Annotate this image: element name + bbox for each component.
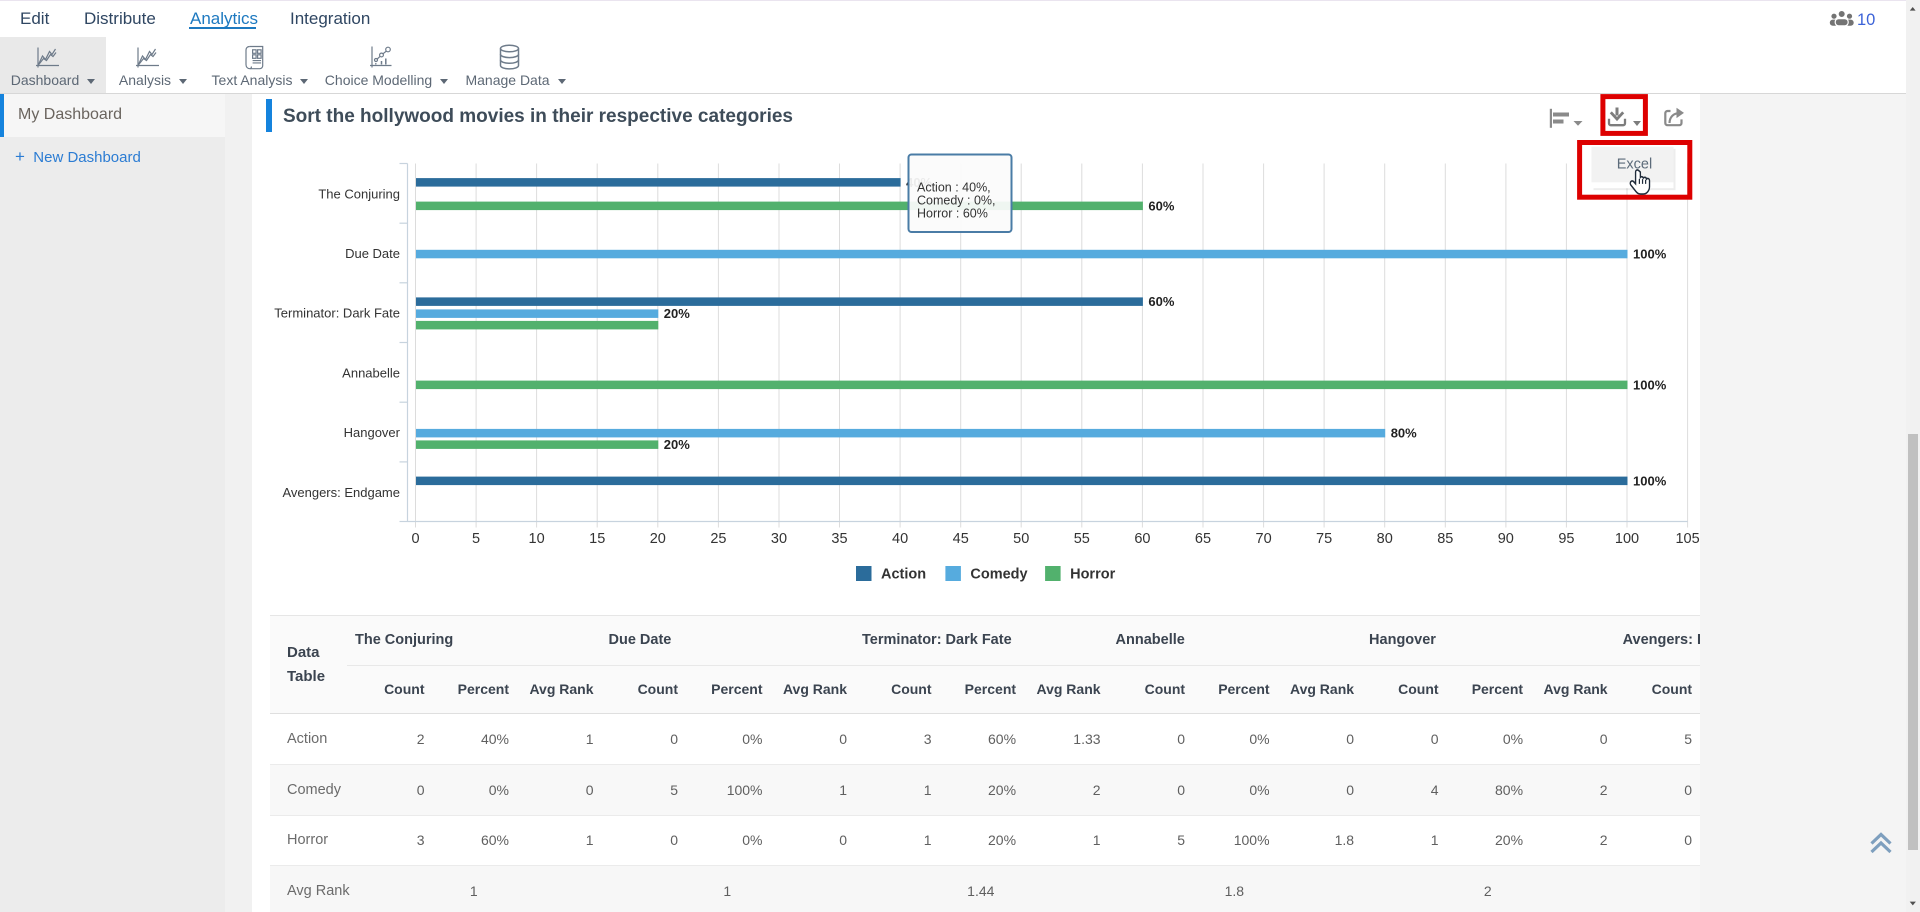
svg-text:15: 15 <box>589 531 605 547</box>
svg-text:65: 65 <box>1195 531 1211 547</box>
svg-text:105: 105 <box>1675 531 1699 547</box>
svg-text:80: 80 <box>1377 531 1393 547</box>
svg-text:85: 85 <box>1437 531 1453 547</box>
svg-text:45: 45 <box>953 531 969 547</box>
svg-text:5: 5 <box>472 531 480 547</box>
svg-text:90: 90 <box>1498 531 1514 547</box>
svg-text:Horror : 60%: Horror : 60% <box>917 207 988 221</box>
svg-text:20%: 20% <box>664 306 690 321</box>
svg-text:60%: 60% <box>1148 294 1174 309</box>
svg-text:50: 50 <box>1013 531 1029 547</box>
svg-text:10: 10 <box>1857 11 1875 29</box>
svg-text:100%: 100% <box>1633 247 1667 262</box>
svg-text:35: 35 <box>831 531 847 547</box>
svg-text:100%: 100% <box>1633 377 1667 392</box>
svg-text:Comedy : 0%,: Comedy : 0%, <box>917 194 996 208</box>
svg-text:75: 75 <box>1316 531 1332 547</box>
svg-text:60%: 60% <box>1148 198 1174 213</box>
svg-text:Hangover: Hangover <box>344 425 401 440</box>
svg-text:40: 40 <box>892 531 908 547</box>
svg-text:Horror: Horror <box>1070 567 1115 583</box>
svg-text:Comedy: Comedy <box>970 567 1027 583</box>
svg-text:60: 60 <box>1134 531 1150 547</box>
svg-text:20%: 20% <box>664 437 690 452</box>
svg-text:55: 55 <box>1074 531 1090 547</box>
svg-text:Action : 40%,: Action : 40%, <box>917 181 991 195</box>
svg-text:20: 20 <box>650 531 666 547</box>
svg-text:0: 0 <box>411 531 419 547</box>
svg-text:30: 30 <box>771 531 787 547</box>
svg-text:25: 25 <box>710 531 726 547</box>
svg-text:Due Date: Due Date <box>345 246 400 261</box>
svg-text:80%: 80% <box>1391 426 1417 441</box>
svg-text:The Conjuring: The Conjuring <box>318 186 400 201</box>
svg-text:100%: 100% <box>1633 473 1667 488</box>
svg-text:10: 10 <box>529 531 545 547</box>
svg-text:100: 100 <box>1615 531 1639 547</box>
svg-text:95: 95 <box>1558 531 1574 547</box>
svg-text:Excel: Excel <box>1617 156 1652 172</box>
svg-text:Action: Action <box>881 567 926 583</box>
svg-text:Terminator: Dark Fate: Terminator: Dark Fate <box>274 306 400 321</box>
svg-text:Annabelle: Annabelle <box>342 365 400 380</box>
svg-text:Avengers: Endgame: Avengers: Endgame <box>282 485 400 500</box>
svg-text:70: 70 <box>1256 531 1272 547</box>
